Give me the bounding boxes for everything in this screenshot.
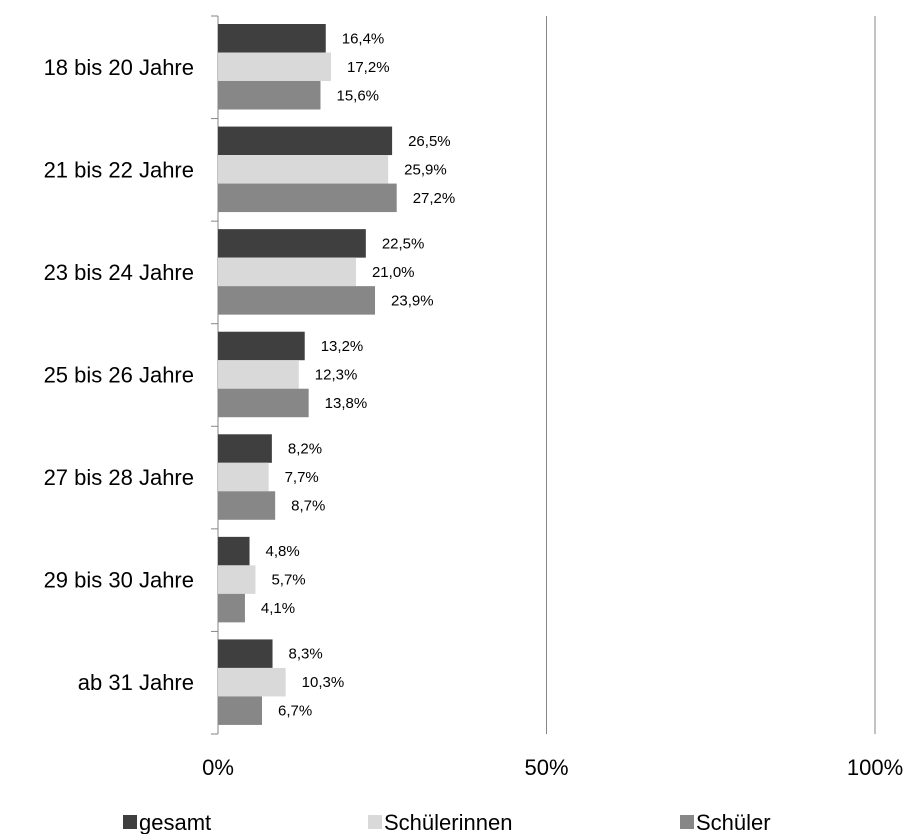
bar-sch-ler: [218, 696, 263, 725]
gridlines: [546, 16, 876, 734]
data-label: 21,0%: [372, 264, 415, 281]
bar-sch-lerinnen: [218, 667, 286, 697]
bar-gesamt: [218, 639, 273, 668]
bar-sch-ler: [218, 388, 309, 418]
bar-sch-ler: [218, 593, 245, 623]
legend-label: gesamt: [139, 810, 211, 834]
data-label: 8,3%: [289, 646, 323, 663]
data-label: 22,5%: [382, 235, 425, 252]
data-label: 17,2%: [347, 59, 390, 76]
data-label: 23,9%: [391, 292, 434, 309]
bar-gesamt: [218, 229, 366, 258]
data-label: 5,7%: [271, 572, 305, 589]
category-label: 29 bis 30 Jahre: [44, 568, 194, 593]
bar-sch-ler: [218, 286, 376, 315]
x-tick-label: 100%: [847, 755, 903, 780]
category-label: 23 bis 24 Jahre: [44, 260, 194, 285]
data-label: 10,3%: [302, 674, 345, 691]
data-label: 16,4%: [342, 30, 385, 47]
bars: [218, 24, 397, 725]
category-label: 25 bis 26 Jahre: [44, 362, 194, 387]
category-label: ab 31 Jahre: [78, 670, 194, 695]
data-label: 8,2%: [288, 441, 322, 458]
data-label: 12,3%: [315, 366, 358, 383]
bar-sch-lerinnen: [218, 360, 299, 389]
bar-gesamt: [218, 331, 305, 361]
data-label: 6,7%: [278, 703, 312, 720]
data-label: 13,2%: [321, 338, 364, 355]
bar-sch-ler: [218, 183, 397, 213]
data-label: 4,8%: [266, 543, 300, 560]
data-label: 7,7%: [285, 469, 319, 486]
bar-sch-ler: [218, 491, 276, 520]
category-label: 18 bis 20 Jahre: [44, 55, 194, 80]
category-label: 21 bis 22 Jahre: [44, 157, 194, 182]
legend: gesamt Schülerinnen Schüler: [123, 810, 771, 834]
bar-sch-lerinnen: [218, 155, 389, 184]
legend-label: Schülerinnen: [384, 810, 512, 834]
bar-sch-lerinnen: [218, 52, 332, 81]
category-label: 27 bis 28 Jahre: [44, 465, 194, 490]
bar-sch-ler: [218, 81, 321, 110]
legend-swatch: [368, 815, 382, 829]
bar-gesamt: [218, 126, 393, 156]
x-tick-labels: 0% 50% 100%: [202, 755, 903, 780]
bar-sch-lerinnen: [218, 257, 356, 287]
value-labels: 16,4% 17,2% 15,6% 26,5% 25,9% 27,2% 22,5% 21,0%…: [261, 30, 455, 719]
legend-label: Schüler: [696, 810, 771, 834]
legend-swatch: [680, 815, 694, 829]
bar-gesamt: [218, 536, 250, 566]
x-tick-label: 0%: [202, 755, 234, 780]
bar-sch-lerinnen: [218, 462, 269, 492]
data-label: 26,5%: [408, 133, 451, 150]
category-axis: [211, 15, 219, 735]
bar-gesamt: [218, 24, 326, 53]
legend-swatch: [123, 815, 137, 829]
category-labels: 18 bis 20 Jahre 21 bis 22 Jahre 23 bis 24 …: [44, 55, 194, 695]
data-label: 25,9%: [404, 161, 447, 178]
data-label: 27,2%: [413, 190, 456, 207]
x-tick-label: 50%: [524, 755, 568, 780]
data-label: 13,8%: [325, 395, 368, 412]
data-label: 15,6%: [336, 87, 379, 104]
bar-gesamt: [218, 434, 272, 463]
data-label: 4,1%: [261, 600, 295, 617]
bar-sch-lerinnen: [218, 565, 256, 594]
data-label: 8,7%: [291, 498, 325, 515]
